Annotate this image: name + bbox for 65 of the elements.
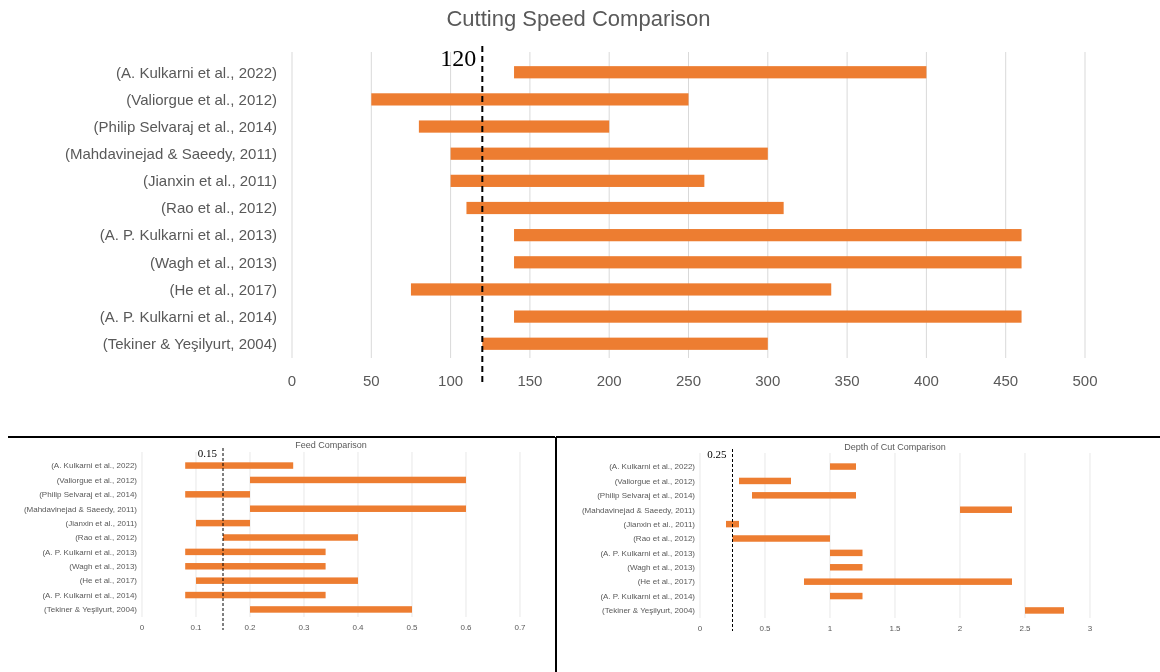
y-tick-label: (Mahdavinejad & Saeedy, 2011) [581, 505, 696, 515]
x-tick-label: 200 [596, 372, 622, 389]
y-tick-label: (Tekiner & Yeşilyurt, 2004) [602, 606, 696, 616]
ref-line-label: 0.25 [707, 448, 727, 461]
y-tick-label: (He et al., 2017) [637, 577, 696, 587]
y-tick-label: (Jianxin et al., 2011) [143, 172, 277, 190]
y-tick-label: (Wagh et al., 2013) [69, 562, 138, 572]
x-tick-label: 100 [438, 372, 464, 389]
y-tick-label: (Mahdavinejad & Saeedy, 2011) [64, 144, 277, 162]
y-tick-label: (He et al., 2017) [169, 280, 277, 298]
x-tick-label: 250 [675, 372, 702, 389]
x-tick-label: 2.5 [1019, 624, 1032, 633]
x-tick-label: 0.5 [406, 623, 419, 632]
y-tick-label: (Valiorgue et al., 2012) [56, 475, 138, 485]
x-tick-label: 0.7 [514, 623, 527, 632]
x-tick-label: 0.5 [759, 624, 772, 633]
x-tick-label: 0.3 [298, 623, 311, 632]
x-tick-label: 300 [755, 372, 781, 389]
x-tick-label: 3 [1087, 624, 1093, 633]
x-tick-label: 500 [1072, 372, 1098, 389]
x-tick-label: 1 [827, 624, 833, 633]
y-tick-label: (Philip Selvaraj et al., 2014) [93, 117, 277, 135]
y-tick-label: (He et al., 2017) [79, 576, 138, 586]
x-tick-label: 0.4 [352, 623, 365, 632]
y-tick-label: (A. P. Kulkarni et al., 2014) [600, 591, 696, 601]
y-tick-label: (A. P. Kulkarni et al., 2013) [99, 226, 277, 244]
x-tick-label: 2 [957, 624, 963, 633]
y-tick-label: (A. P. Kulkarni et al., 2013) [42, 547, 138, 557]
x-tick-label: 1.5 [889, 624, 902, 633]
y-tick-label: (A. P. Kulkarni et al., 2014) [99, 307, 277, 325]
y-tick-label: (Rao et al., 2012) [161, 199, 277, 217]
x-tick-label: 150 [517, 372, 543, 389]
x-tick-label: 450 [993, 372, 1019, 389]
y-tick-label: (Philip Selvaraj et al., 2014) [39, 490, 138, 500]
x-tick-label: 0.2 [244, 623, 257, 632]
y-tick-label: (A. Kulkarni et al., 2022) [609, 462, 696, 472]
y-tick-label: (Jianxin et al., 2011) [623, 519, 696, 529]
y-tick-label: (Tekiner & Yeşilyurt, 2004) [44, 605, 138, 615]
x-tick-label: 0 [697, 624, 703, 633]
x-tick-label: 0.6 [460, 623, 473, 632]
x-tick-label: 400 [913, 372, 939, 389]
y-tick-label: (Valiorgue et al., 2012) [614, 476, 696, 486]
x-tick-label: 350 [834, 372, 860, 389]
y-tick-label: (A. P. Kulkarni et al., 2014) [42, 590, 138, 600]
ref-line-label: 120 [440, 45, 477, 72]
y-tick-label: (Jianxin et al., 2011) [65, 518, 138, 528]
x-tick-label: 0.1 [190, 623, 203, 632]
y-tick-label: (A. Kulkarni et al., 2022) [51, 461, 138, 471]
y-tick-label: (Rao et al., 2012) [75, 533, 138, 543]
y-tick-label: (A. P. Kulkarni et al., 2013) [600, 548, 696, 558]
chart-title: Depth of Cut Comparison [844, 442, 946, 452]
y-tick-label: (Mahdavinejad & Saeedy, 2011) [23, 504, 138, 514]
y-tick-label: (Rao et al., 2012) [633, 534, 696, 544]
chart-title: Feed Comparison [295, 440, 367, 450]
y-tick-label: (Philip Selvaraj et al., 2014) [597, 491, 696, 501]
ref-line-label: 0.15 [197, 447, 218, 460]
x-tick-label: 50 [362, 372, 380, 389]
y-tick-label: (Tekiner & Yeşilyurt, 2004) [102, 335, 277, 352]
y-tick-label: (Wagh et al., 2013) [149, 253, 277, 271]
y-tick-label: (A. Kulkarni et al., 2022) [116, 63, 277, 81]
chart-title: Cutting Speed Comparison [446, 6, 711, 31]
x-tick-label: 0 [139, 623, 145, 632]
x-tick-label: 0 [287, 372, 297, 389]
y-tick-label: (Valiorgue et al., 2012) [126, 90, 277, 108]
y-tick-label: (Wagh et al., 2013) [627, 563, 696, 573]
